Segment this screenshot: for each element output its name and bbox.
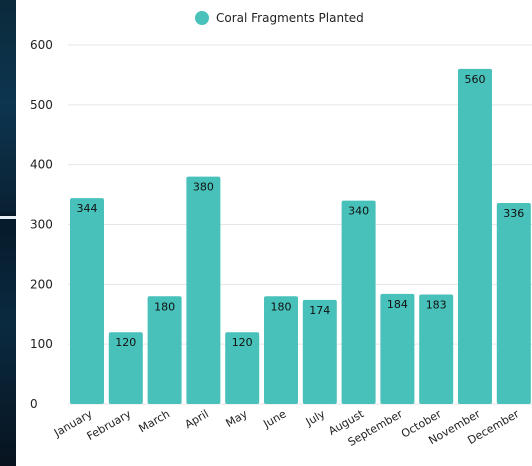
background-photo [0, 0, 16, 466]
data-label: 174 [309, 304, 330, 317]
data-label: 184 [387, 298, 408, 311]
y-tick-label: 500 [30, 98, 53, 112]
y-tick-label: 600 [30, 38, 53, 52]
data-label: 340 [348, 205, 369, 218]
legend-label: Coral Fragments Planted [216, 11, 364, 25]
y-tick-label: 200 [30, 277, 53, 291]
bar[interactable] [496, 202, 531, 404]
y-tick-label: 300 [30, 218, 53, 232]
x-tick-label: February [85, 407, 134, 443]
y-tick-label: 100 [30, 337, 53, 351]
bar[interactable] [380, 293, 415, 404]
bar[interactable] [147, 296, 182, 404]
x-tick-label: March [137, 407, 173, 435]
bar[interactable] [108, 332, 143, 404]
data-label: 120 [115, 336, 136, 349]
data-label: 183 [426, 299, 447, 312]
x-tick-label: July [303, 407, 328, 429]
data-label: 180 [154, 300, 175, 313]
x-tick-label: May [223, 407, 250, 430]
bar[interactable] [264, 296, 298, 404]
data-label: 344 [77, 202, 98, 215]
bar[interactable] [302, 299, 337, 404]
x-tick-label: June [260, 407, 288, 431]
x-tick-label: April [183, 407, 211, 431]
bar[interactable] [419, 294, 454, 404]
y-axis: 0 100 200 300 400 500 600 [30, 38, 53, 411]
data-labels: 344 120 180 380 120 180 174 340 184 183 560 336 [77, 73, 525, 349]
y-tick-label: 400 [30, 158, 53, 172]
data-label: 380 [193, 181, 214, 194]
data-label: 180 [271, 300, 292, 313]
gridlines [68, 44, 532, 405]
legend[interactable]: Coral Fragments Planted [195, 11, 364, 25]
data-label: 336 [503, 207, 524, 220]
data-label: 120 [232, 336, 253, 349]
bar[interactable] [186, 176, 221, 404]
data-label: 560 [465, 73, 486, 86]
bar[interactable] [70, 198, 104, 404]
bar[interactable] [341, 200, 376, 404]
y-tick-label: 0 [30, 397, 38, 411]
bar[interactable] [225, 332, 260, 404]
bars [70, 68, 531, 404]
legend-swatch [195, 11, 209, 25]
bar[interactable] [458, 68, 492, 404]
